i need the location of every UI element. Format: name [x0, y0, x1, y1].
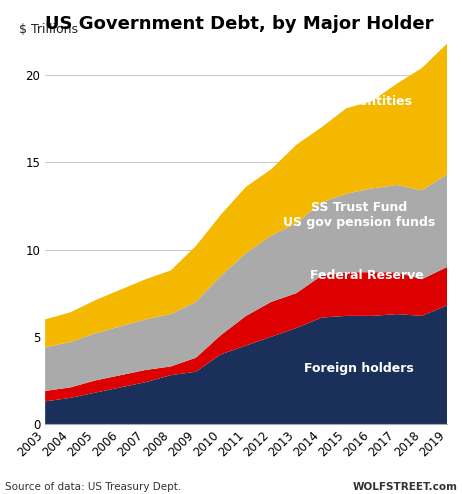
Text: $ Trillions: $ Trillions — [19, 23, 78, 36]
Text: Other US entities: Other US entities — [291, 95, 412, 108]
Text: WOLFSTREET.com: WOLFSTREET.com — [353, 482, 457, 492]
Text: Source of data: US Treasury Dept.: Source of data: US Treasury Dept. — [5, 482, 181, 492]
Text: Federal Reserve: Federal Reserve — [310, 269, 424, 282]
Text: SS Trust Fund
US gov pension funds: SS Trust Fund US gov pension funds — [283, 201, 435, 229]
Text: US Government Debt, by Major Holder: US Government Debt, by Major Holder — [45, 15, 434, 33]
Text: Foreign holders: Foreign holders — [304, 362, 414, 375]
